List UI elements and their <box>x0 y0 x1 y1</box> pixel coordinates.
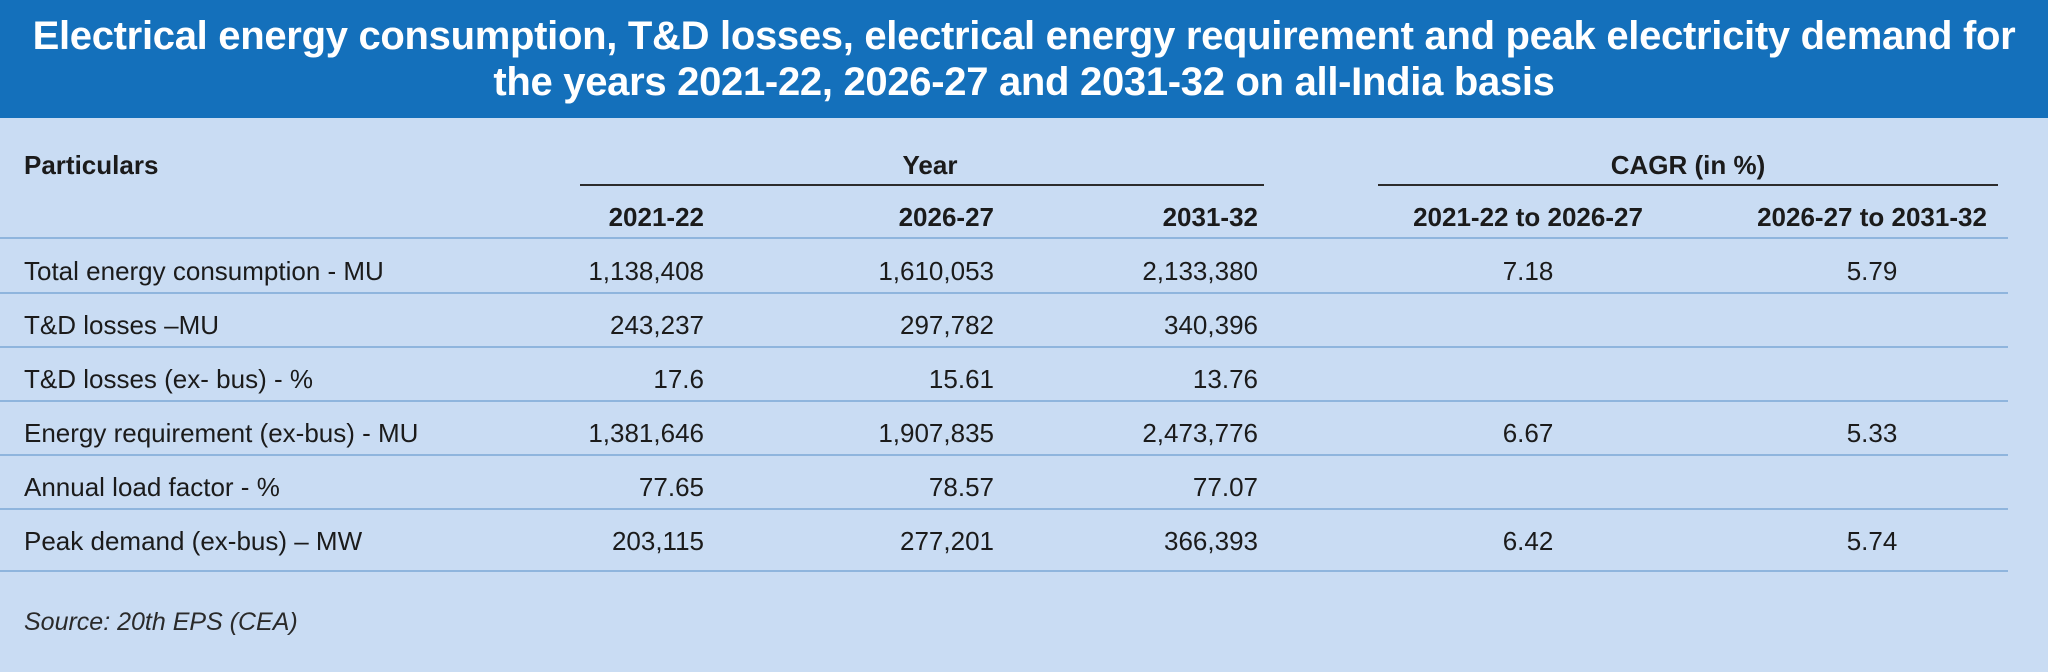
cell-value: 366,393 <box>1164 526 1258 556</box>
cell-value: 17.6 <box>653 364 704 394</box>
cell-value: 1,907,835 <box>878 418 994 448</box>
cell-value: 1,381,646 <box>588 418 704 448</box>
cell-value: 1,138,408 <box>588 256 704 286</box>
cell-value: 13.76 <box>1192 364 1258 394</box>
data-table: Particulars Year CAGR (in %) 2021-22 202… <box>0 118 2048 672</box>
row-label: T&D losses (ex- bus) - % <box>24 364 313 394</box>
cell-value: 77.65 <box>638 472 704 502</box>
source-note: Source: 20th EPS (CEA) <box>24 608 298 636</box>
cell-value: 1,610,053 <box>878 256 994 286</box>
cell-value: 15.61 <box>928 364 994 394</box>
year-group-underline <box>580 184 1264 186</box>
header-particulars: Particulars <box>24 150 159 180</box>
cell-value: 203,115 <box>611 526 704 556</box>
row-label: Peak demand (ex-bus) – MW <box>24 526 363 556</box>
table-title: Electrical energy consumption, T&D losse… <box>32 14 2016 104</box>
header-divider <box>0 237 2008 239</box>
cell-cagr: 5.74 <box>1846 526 1898 556</box>
cell-value: 78.57 <box>928 472 994 502</box>
cagr-group-underline <box>1378 184 1998 186</box>
row-divider <box>0 508 2008 510</box>
header-year-3: 2031-32 <box>1162 202 1258 232</box>
table-bottom-rule <box>0 570 2008 572</box>
cell-value: 2,133,380 <box>1142 256 1258 286</box>
row-label: Total energy consumption - MU <box>24 256 384 286</box>
title-bar: Electrical energy consumption, T&D losse… <box>0 0 2048 118</box>
row-divider <box>0 400 2008 402</box>
cell-value: 340,396 <box>1164 310 1258 340</box>
header-cagr-2: 2026-27 to 2031-32 <box>1757 202 1987 232</box>
cell-cagr: 6.42 <box>1502 526 1554 556</box>
cell-value: 2,473,776 <box>1142 418 1258 448</box>
row-label: T&D losses –MU <box>24 310 220 340</box>
row-divider <box>0 454 2008 456</box>
header-year-group: Year <box>902 150 958 180</box>
cell-value: 243,237 <box>610 310 704 340</box>
cell-cagr: 6.67 <box>1502 418 1554 448</box>
row-divider <box>0 346 2008 348</box>
cell-cagr: 5.33 <box>1846 418 1898 448</box>
row-label: Energy requirement (ex-bus) - MU <box>24 418 419 448</box>
row-label: Annual load factor - % <box>24 472 280 502</box>
header-year-2: 2026-27 <box>898 202 994 232</box>
header-year-1: 2021-22 <box>608 202 704 232</box>
header-cagr-1: 2021-22 to 2026-27 <box>1413 202 1643 232</box>
cell-cagr: 7.18 <box>1502 256 1554 286</box>
cell-value: 297,782 <box>900 310 994 340</box>
cell-cagr: 5.79 <box>1846 256 1898 286</box>
cell-value: 277,201 <box>900 526 994 556</box>
header-cagr-group: CAGR (in %) <box>1610 150 1766 180</box>
cell-value: 77.07 <box>1192 472 1258 502</box>
row-divider <box>0 292 2008 294</box>
